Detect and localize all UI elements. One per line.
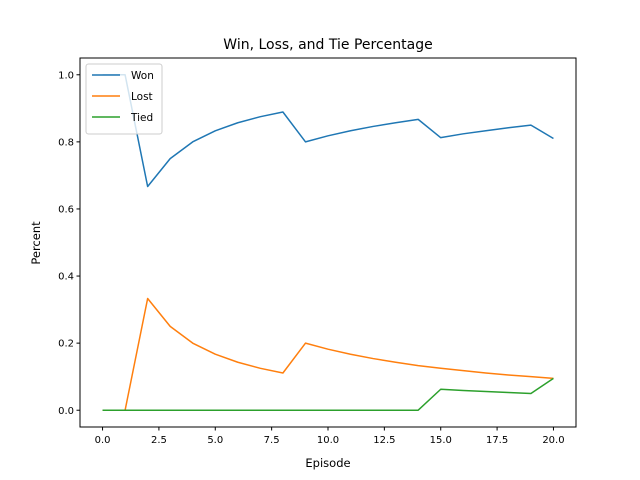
legend: Won Lost Tied [85,63,163,135]
x-tick-label: 12.5 [373,435,395,446]
y-axis-ticks: 0.0 0.2 0.4 0.6 0.8 1.0 [58,70,80,417]
legend-label-tied: Tied [130,112,153,124]
y-axis-label: Percent [29,221,43,265]
y-tick-label: 0.6 [58,205,74,216]
y-tick-label: 0.4 [58,272,74,283]
x-axis-label: Episode [305,456,350,470]
series-line-lost [102,297,554,411]
x-tick-label: 15.0 [430,435,452,446]
y-tick-label: 0.8 [58,137,74,148]
chart-title: Win, Loss, and Tie Percentage [223,37,432,53]
x-tick-label: 10.0 [317,435,339,446]
x-tick-label: 20.0 [542,435,564,446]
plot-frame [79,57,577,428]
x-tick-label: 7.5 [264,435,280,446]
x-tick-label: 5.0 [207,435,223,446]
legend-label-won: Won [131,70,154,82]
plot-area [80,58,576,427]
y-tick-label: 0.0 [58,406,74,417]
x-tick-label: 2.5 [151,435,167,446]
x-axis-ticks: 0.0 2.5 5.0 7.5 10.0 12.5 15.0 17.5 20.0 [95,427,565,446]
y-tick-label: 1.0 [58,70,74,81]
legend-label-lost: Lost [131,91,153,103]
series-layer [102,74,554,411]
x-tick-label: 17.5 [486,435,508,446]
y-tick-label: 0.2 [58,339,74,350]
series-line-tied [102,377,554,411]
series-line-won [102,74,554,188]
x-tick-label: 0.0 [95,435,111,446]
